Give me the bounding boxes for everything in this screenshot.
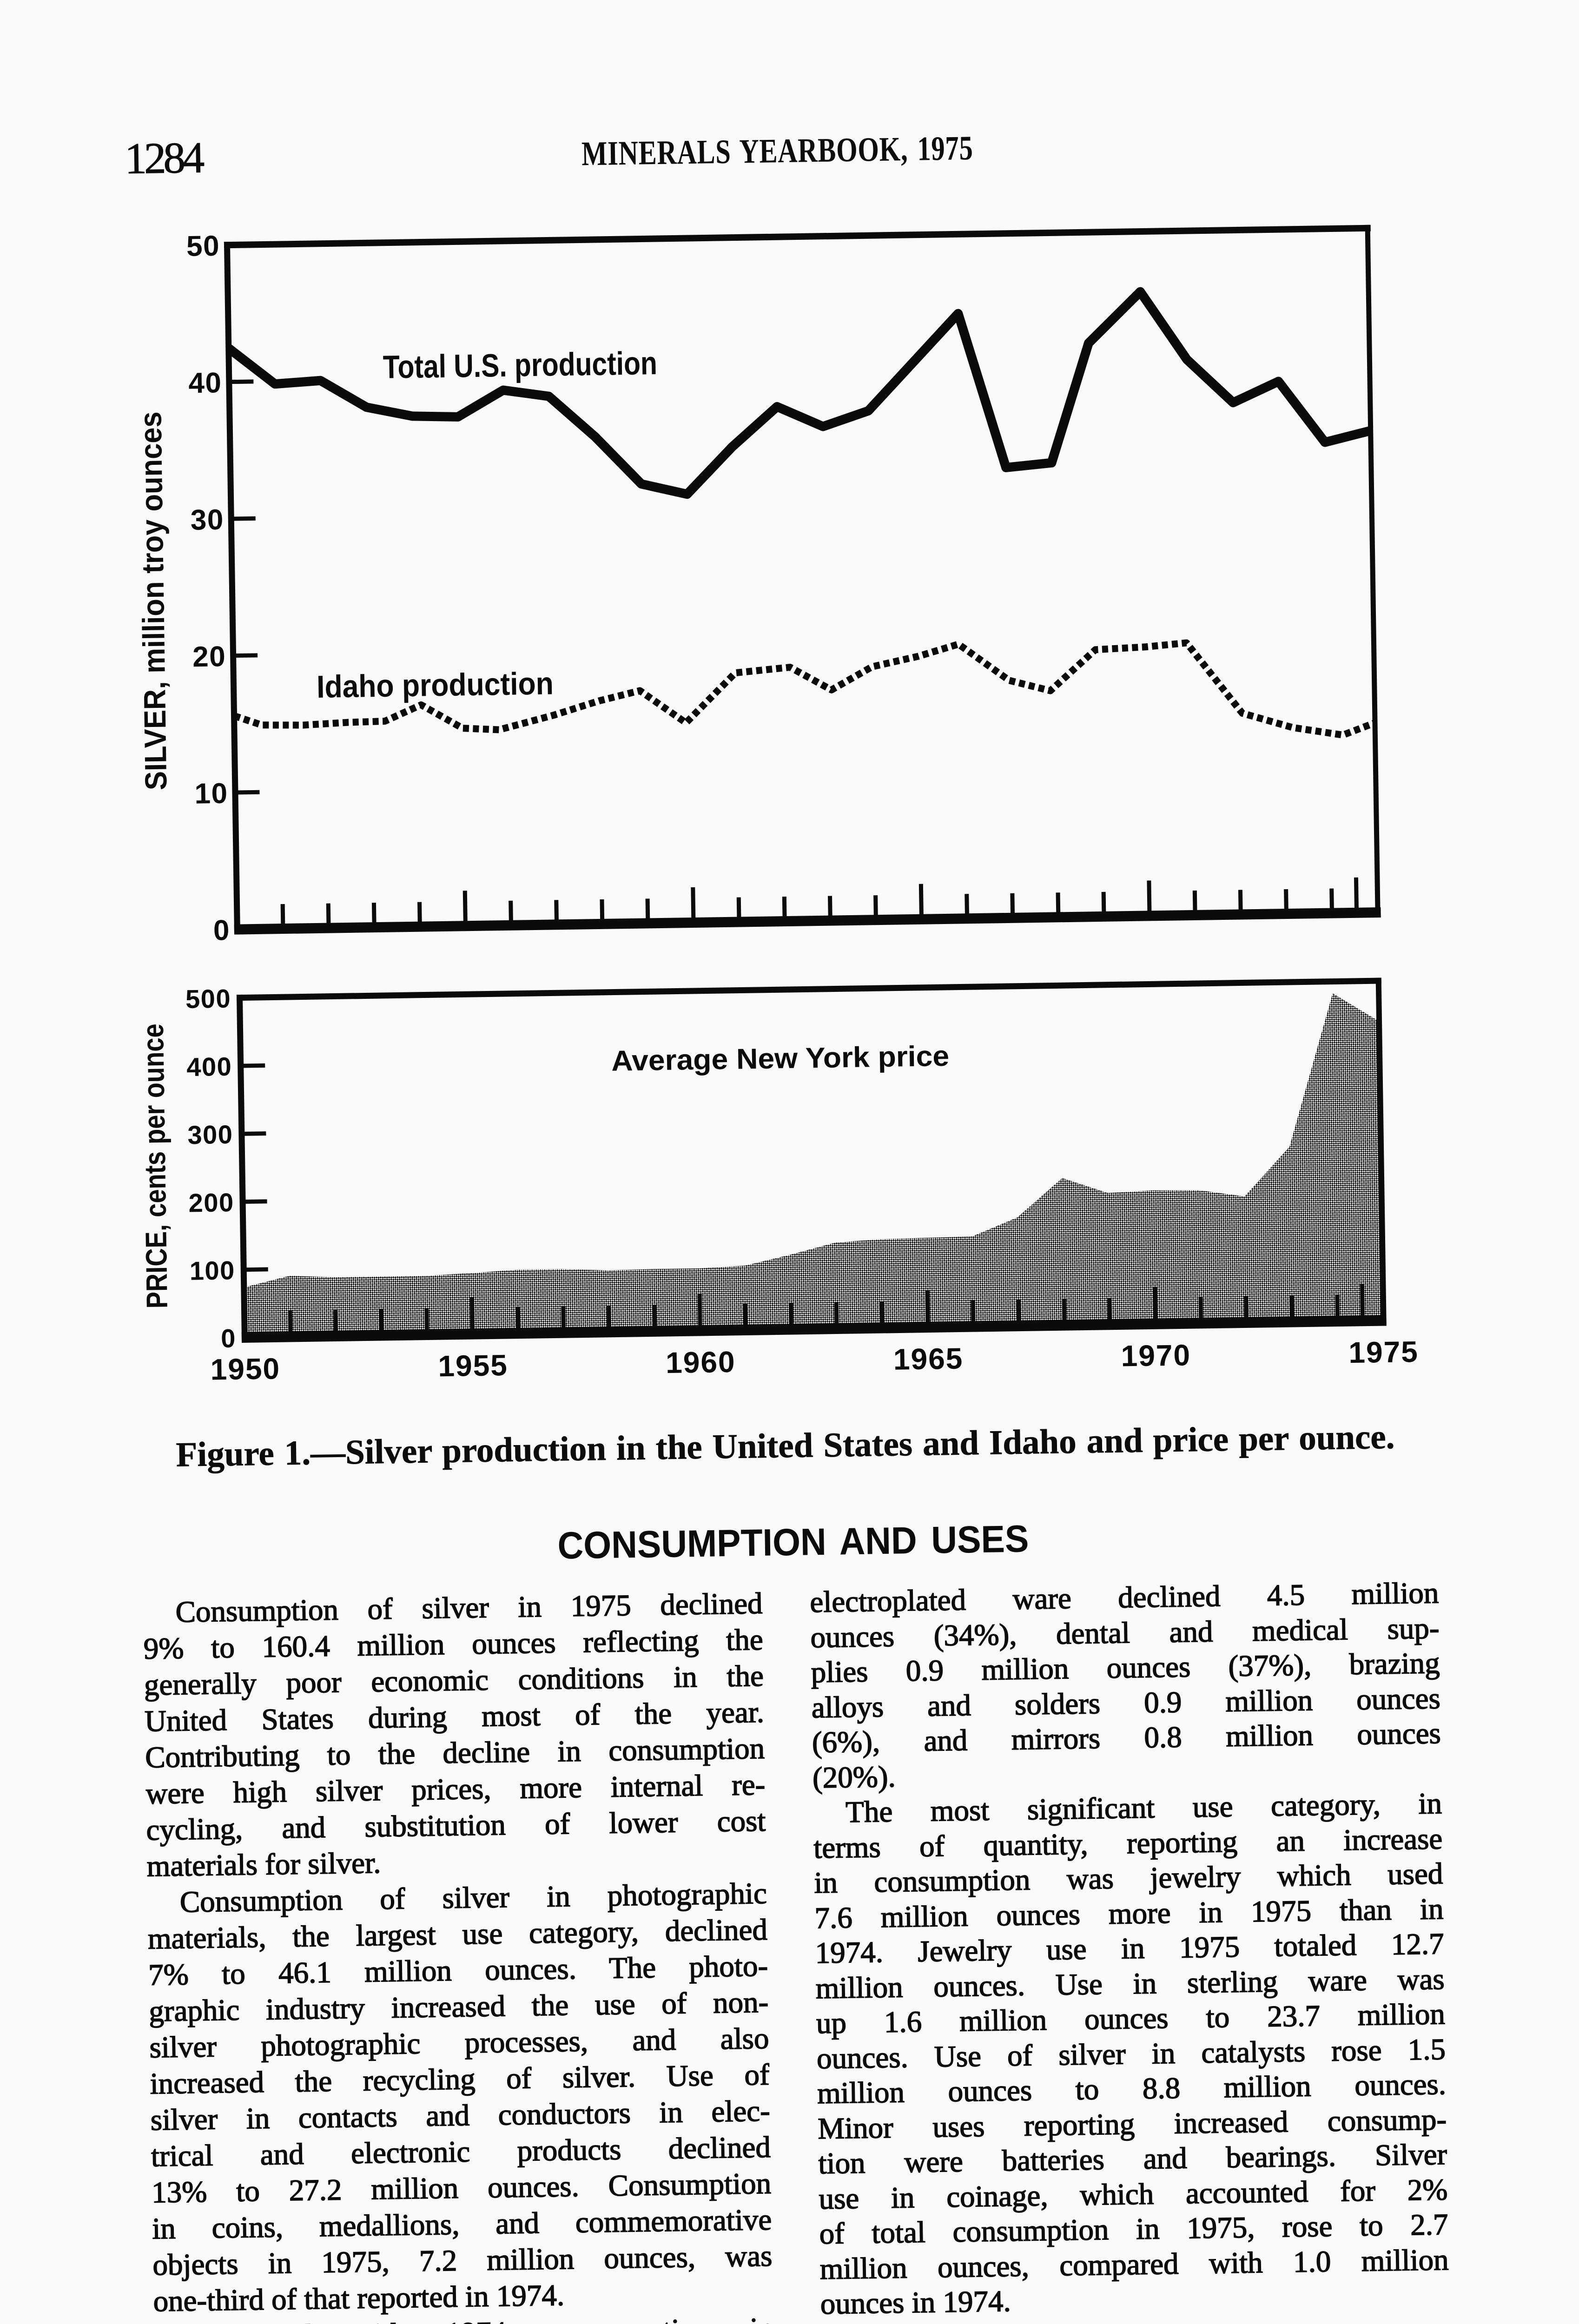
svg-text:1970: 1970 <box>1121 1338 1191 1373</box>
svg-text:40: 40 <box>188 367 222 399</box>
svg-text:Idaho production: Idaho production <box>317 666 554 705</box>
svg-text:200: 200 <box>188 1188 234 1217</box>
svg-text:1965: 1965 <box>893 1341 963 1376</box>
svg-text:20: 20 <box>192 640 226 673</box>
svg-text:1960: 1960 <box>666 1345 736 1380</box>
svg-text:10: 10 <box>194 778 228 810</box>
svg-text:100: 100 <box>189 1255 235 1285</box>
svg-text:0: 0 <box>213 914 230 947</box>
svg-text:400: 400 <box>186 1052 232 1082</box>
svg-text:30: 30 <box>190 504 224 536</box>
svg-text:SILVER, million troy ounces: SILVER, million troy ounces <box>133 411 173 791</box>
svg-text:Average New York price: Average New York price <box>611 1040 950 1077</box>
svg-text:1950: 1950 <box>210 1352 280 1386</box>
svg-text:Total U.S. production: Total U.S. production <box>383 344 657 385</box>
svg-text:0: 0 <box>221 1323 237 1353</box>
svg-text:1955: 1955 <box>438 1348 508 1383</box>
svg-text:1975: 1975 <box>1348 1335 1419 1369</box>
svg-text:PRICE, cents per ounce: PRICE, cents per ounce <box>136 1023 174 1309</box>
svg-text:500: 500 <box>185 984 231 1013</box>
svg-text:50: 50 <box>186 230 220 263</box>
svg-text:300: 300 <box>187 1120 233 1149</box>
